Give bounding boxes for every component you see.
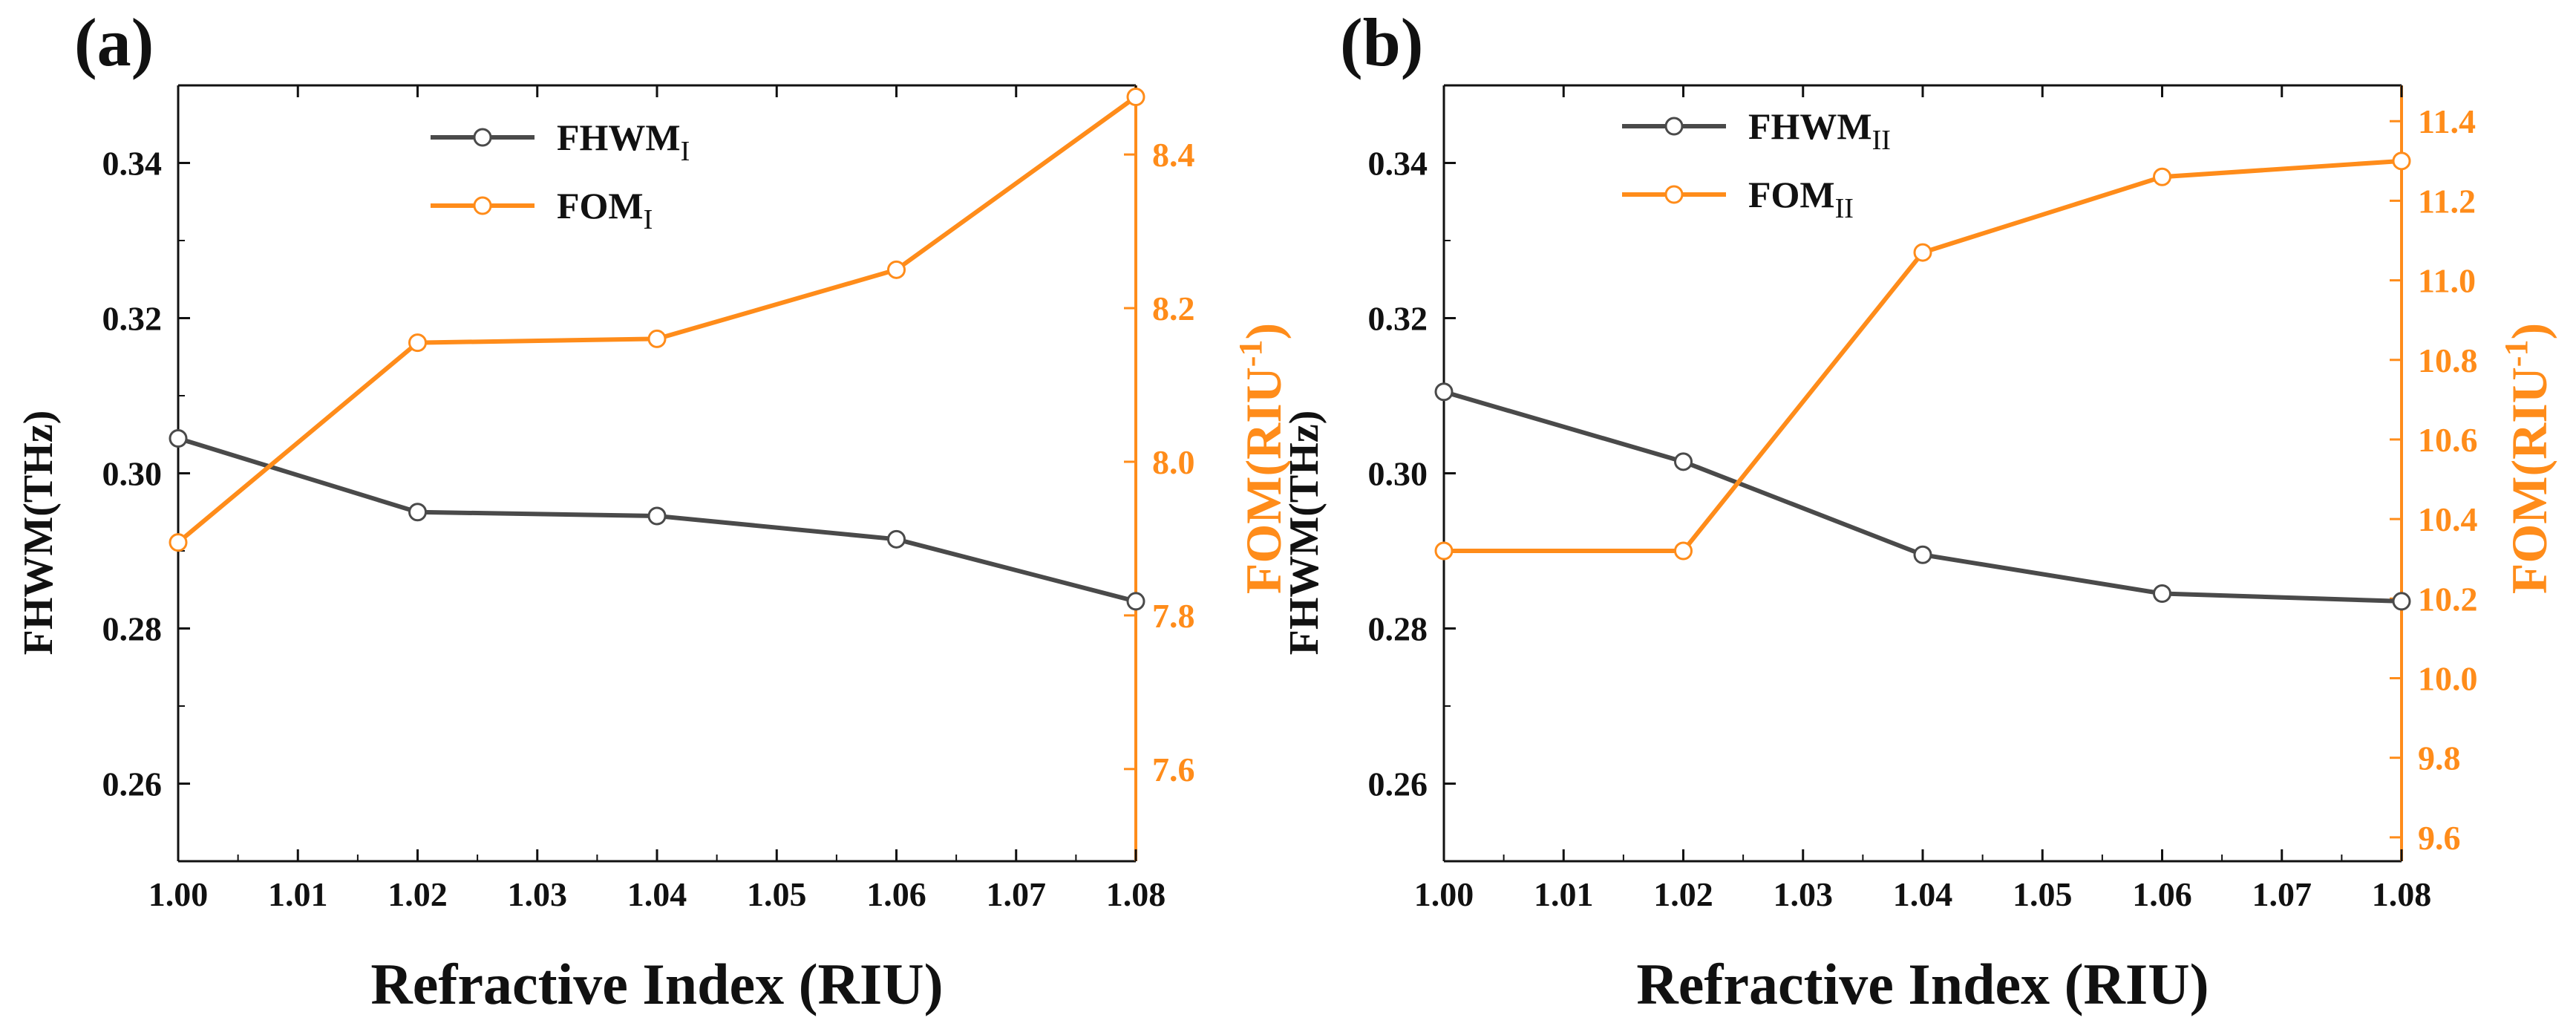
- legend-marker-fom: [473, 196, 492, 215]
- y-right-tick-label: 10.4: [2418, 500, 2478, 538]
- x-tick-label: 1.08: [2372, 875, 2432, 913]
- x-tick-label: 1.07: [987, 875, 1047, 913]
- y-right-axis-title: FOM(RIU-1): [1232, 323, 1292, 594]
- x-tick-label: 1.01: [1534, 875, 1594, 913]
- legend-label-fhwm: FHWMII: [1748, 105, 1891, 156]
- y-left-tick-label: 0.26: [1368, 765, 1428, 803]
- x-tick-label: 1.08: [1106, 875, 1166, 913]
- y-right-axis-title: FOM(RIU-1): [2498, 323, 2557, 594]
- y-right-tick-label: 11.0: [2418, 262, 2476, 300]
- fhwm-point: [1913, 545, 1932, 564]
- fhwm-point: [1434, 382, 1454, 402]
- fhwm-point: [169, 428, 188, 448]
- chart-panel-a: (a) 1.00 1.01 1.02 1.03 1.04 1.05 1.06 1.07 1.08 0…: [16, 4, 1292, 1016]
- fom-point: [1674, 541, 1693, 561]
- y-left-tick-label: 0.32: [1368, 300, 1428, 338]
- legend-label-sub: I: [644, 204, 653, 235]
- legend-label-fom: FOMII: [1748, 174, 1854, 224]
- y-left-tick-label: 0.30: [1368, 455, 1428, 493]
- y-right-tick-label: 8.0: [1152, 443, 1195, 481]
- legend-label-fom: FOMI: [557, 185, 653, 235]
- y-left-tick-label: 0.28: [1368, 610, 1428, 648]
- fhwm-series-line: [1443, 389, 2402, 604]
- x-tick-label: 1.07: [2252, 875, 2312, 913]
- fom-point: [2392, 151, 2411, 171]
- chart-panel-b: (b) 1.00 1.01 1.02 1.03 1.04 1.05 1.06 1.07 1.08 0…: [1281, 4, 2557, 1016]
- x-tick-label: 1.03: [508, 875, 568, 913]
- legend-label-name: FOM: [557, 185, 644, 226]
- y-right-tick-label: 8.4: [1152, 136, 1195, 174]
- y-left-tick-label: 0.32: [102, 300, 163, 338]
- x-tick-label: 1.01: [268, 875, 328, 913]
- y-left-tick-label: 0.26: [102, 765, 163, 803]
- fom-point: [1434, 541, 1454, 561]
- fom-point: [1913, 243, 1932, 262]
- x-tick-label: 1.06: [866, 875, 926, 913]
- legend-label-name: FHWM: [557, 117, 681, 158]
- fom-point: [1126, 88, 1145, 107]
- fom-series-line: [1444, 158, 2402, 553]
- x-tick-label: 1.00: [148, 875, 209, 913]
- fom-point: [408, 333, 427, 353]
- x-tick-label: 1.03: [1774, 875, 1834, 913]
- y-right-tick-label: 10.6: [2418, 421, 2478, 459]
- legend-marker-fhwm: [1664, 117, 1684, 136]
- fhwm-point: [1674, 452, 1693, 471]
- y-right-tick-label: 11.2: [2418, 182, 2476, 220]
- legend-label-fhwm: FHWMI: [557, 117, 690, 167]
- fom-point: [647, 329, 667, 348]
- y-left-axis-title: FHWM(THz): [1281, 411, 1327, 656]
- y-right-tick-label: 11.4: [2418, 102, 2476, 140]
- y-right-tick-label: 8.2: [1152, 290, 1195, 327]
- y-right-axis-title-close: ): [2501, 323, 2557, 340]
- panel-label: (a): [74, 4, 154, 80]
- x-tick-label: 1.04: [627, 875, 687, 913]
- y-left-tick-label: 0.28: [102, 610, 163, 648]
- y-left-tick-label: 0.30: [102, 455, 163, 493]
- y-left-tick-label: 0.34: [102, 145, 163, 183]
- fhwm-point: [887, 529, 906, 549]
- legend-label-sub: I: [681, 136, 690, 167]
- y-right-axis-title-main: FOM(RIU: [1235, 367, 1292, 594]
- legend-marker-fom: [1664, 185, 1684, 204]
- x-axis-title: Refractive Index (RIU): [370, 952, 943, 1016]
- y-right-tick-label: 9.8: [2418, 739, 2461, 777]
- y-left-axis-title: FHWM(THz): [16, 411, 62, 656]
- legend-label-name: FHWM: [1748, 105, 1872, 147]
- y-right-tick-label: 7.6: [1152, 751, 1195, 788]
- y-right-axis-title-sup: -1: [1232, 340, 1269, 368]
- x-tick-label: 1.05: [2013, 875, 2073, 913]
- y-right-axis-title-main: FOM(RIU: [2501, 367, 2557, 594]
- legend-label-name: FOM: [1748, 174, 1835, 215]
- x-tick-label: 1.06: [2132, 875, 2192, 913]
- y-right-tick-label: 9.6: [2418, 819, 2461, 857]
- x-tick-label: 1.05: [747, 875, 807, 913]
- y-right-tick-label: 7.8: [1152, 597, 1195, 635]
- panel-label: (b): [1340, 4, 1423, 80]
- fhwm-point: [408, 503, 427, 522]
- x-tick-label: 1.02: [1653, 875, 1713, 913]
- y-right-tick-label: 10.2: [2418, 580, 2478, 618]
- y-right-tick-label: 10.8: [2418, 342, 2478, 379]
- fhwm-point: [2392, 592, 2411, 611]
- y-left-tick-label: 0.34: [1368, 145, 1428, 183]
- fom-point: [2153, 167, 2171, 186]
- x-axis-title: Refractive Index (RIU): [1636, 952, 2209, 1016]
- y-right-axis-title-sup: -1: [2498, 340, 2534, 368]
- fhwm-point: [647, 506, 667, 526]
- fom-series-line: [177, 95, 1137, 544]
- x-tick-label: 1.02: [388, 875, 448, 913]
- legend-marker-fhwm: [473, 128, 492, 147]
- fom-point: [169, 533, 188, 552]
- x-tick-label: 1.04: [1893, 875, 1953, 913]
- y-right-tick-label: 10.0: [2418, 659, 2478, 697]
- fom-point: [887, 260, 906, 279]
- legend-label-sub: II: [1835, 193, 1854, 224]
- fhwm-point: [2153, 584, 2171, 603]
- x-tick-label: 1.00: [1414, 875, 1474, 913]
- legend-label-sub: II: [1872, 125, 1891, 156]
- fhwm-point: [1126, 592, 1145, 611]
- y-right-axis-title-close: ): [1235, 323, 1292, 340]
